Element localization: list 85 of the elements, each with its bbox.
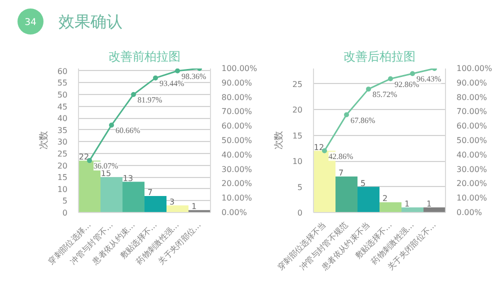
y2-tick-label: 100.00% (222, 64, 258, 73)
y2-tick-label: 0.00% (456, 208, 482, 217)
y-tick-label: 25 (292, 80, 303, 89)
y-tick-label: 40 (57, 114, 68, 124)
data-label: 3 (169, 197, 175, 206)
data-label: 15 (100, 169, 112, 178)
y-tick-label: 0 (62, 208, 68, 218)
data-label: 5 (360, 178, 366, 188)
y2-tick-label: 50.00% (456, 136, 488, 145)
y2-tick-label: 20.00% (456, 179, 488, 188)
data-label: 96.43% (416, 74, 442, 84)
y2-tick-label: 10.00% (222, 194, 252, 203)
y-tick-label: 50 (57, 90, 68, 100)
y-tick-label: 20 (292, 106, 303, 115)
y2-tick-label: 90.00% (222, 78, 252, 88)
data-label: 93.44% (160, 78, 184, 88)
y2-tick-label: 70.00% (456, 107, 488, 116)
bar (380, 202, 402, 212)
y-tick-label: 5 (297, 182, 303, 192)
data-label: 98.36% (182, 72, 206, 81)
y2-tick-label: 60.00% (456, 122, 488, 131)
point (388, 76, 393, 82)
y-tick-label: 30 (57, 138, 68, 147)
y2-tick-label: 10.00% (456, 194, 488, 203)
data-label: 13 (122, 174, 134, 183)
bar (100, 177, 122, 212)
data-label: 7 (338, 168, 344, 178)
point (366, 86, 371, 92)
data-label: 7 (147, 188, 153, 197)
point (109, 122, 114, 128)
point (344, 112, 349, 118)
point (131, 92, 136, 97)
y-tick-label: 15 (57, 173, 68, 182)
data-label: 1 (404, 199, 410, 208)
y2-tick-label: 50.00% (222, 136, 252, 145)
point (153, 75, 158, 80)
bar (144, 196, 166, 212)
data-label: 42.86% (328, 152, 354, 161)
y-axis-title: 次数 (38, 132, 50, 150)
data-label: 1 (426, 199, 432, 208)
y-axis-title: 次数 (273, 132, 284, 150)
y2-tick-label: 90.00% (456, 78, 488, 88)
y2-tick-label: 30.00% (222, 164, 252, 174)
data-label: 2 (382, 194, 388, 204)
y2-tick-label: 70.00% (222, 107, 252, 116)
chart-title: 改善前柏拉图 (108, 50, 180, 64)
y-tick-label: 25 (57, 149, 68, 158)
y-tick-label: 20 (57, 161, 68, 170)
y-tick-label: 35 (57, 126, 68, 135)
data-label: 36.07% (94, 162, 118, 171)
y2-tick-label: 60.00% (222, 122, 252, 131)
y-tick-label: 15 (292, 131, 303, 140)
data-label: 67.86% (350, 116, 376, 125)
chart-title: 改善后柏拉图 (344, 50, 416, 64)
text: 效果确认 (58, 12, 122, 31)
y-tick-label: 10 (57, 184, 68, 194)
y2-tick-label: 30.00% (456, 164, 488, 174)
y2-tick-label: 0.00% (222, 208, 248, 217)
point (410, 71, 415, 76)
y2-tick-label: 80.00% (456, 92, 488, 102)
y2-tick-label: 40.00% (222, 150, 252, 160)
y-tick-label: 0 (297, 208, 303, 218)
text: 34 (24, 17, 36, 28)
data-label: 81.97% (138, 95, 162, 104)
bar (166, 205, 188, 212)
y2-tick-label: 80.00% (222, 92, 252, 102)
y-tick-label: 5 (62, 196, 68, 206)
data-label: 60.66% (116, 126, 140, 136)
data-label: 92.86% (394, 80, 420, 89)
y-tick-label: 45 (57, 102, 68, 112)
point (175, 68, 180, 74)
data-label: 22 (78, 152, 90, 162)
y-tick-label: 55 (57, 78, 68, 88)
y2-tick-label: 100.00% (456, 64, 492, 73)
y-tick-label: 10 (292, 157, 303, 166)
bar (358, 186, 380, 212)
bar (336, 176, 358, 212)
data-label: 12 (314, 142, 324, 152)
y2-tick-label: 20.00% (222, 179, 252, 188)
y2-tick-label: 40.00% (456, 150, 488, 160)
bar (122, 182, 144, 212)
data-label: 1 (191, 202, 197, 212)
point (87, 158, 92, 164)
data-label: 85.72% (372, 90, 398, 100)
y-tick-label: 60 (57, 66, 68, 76)
